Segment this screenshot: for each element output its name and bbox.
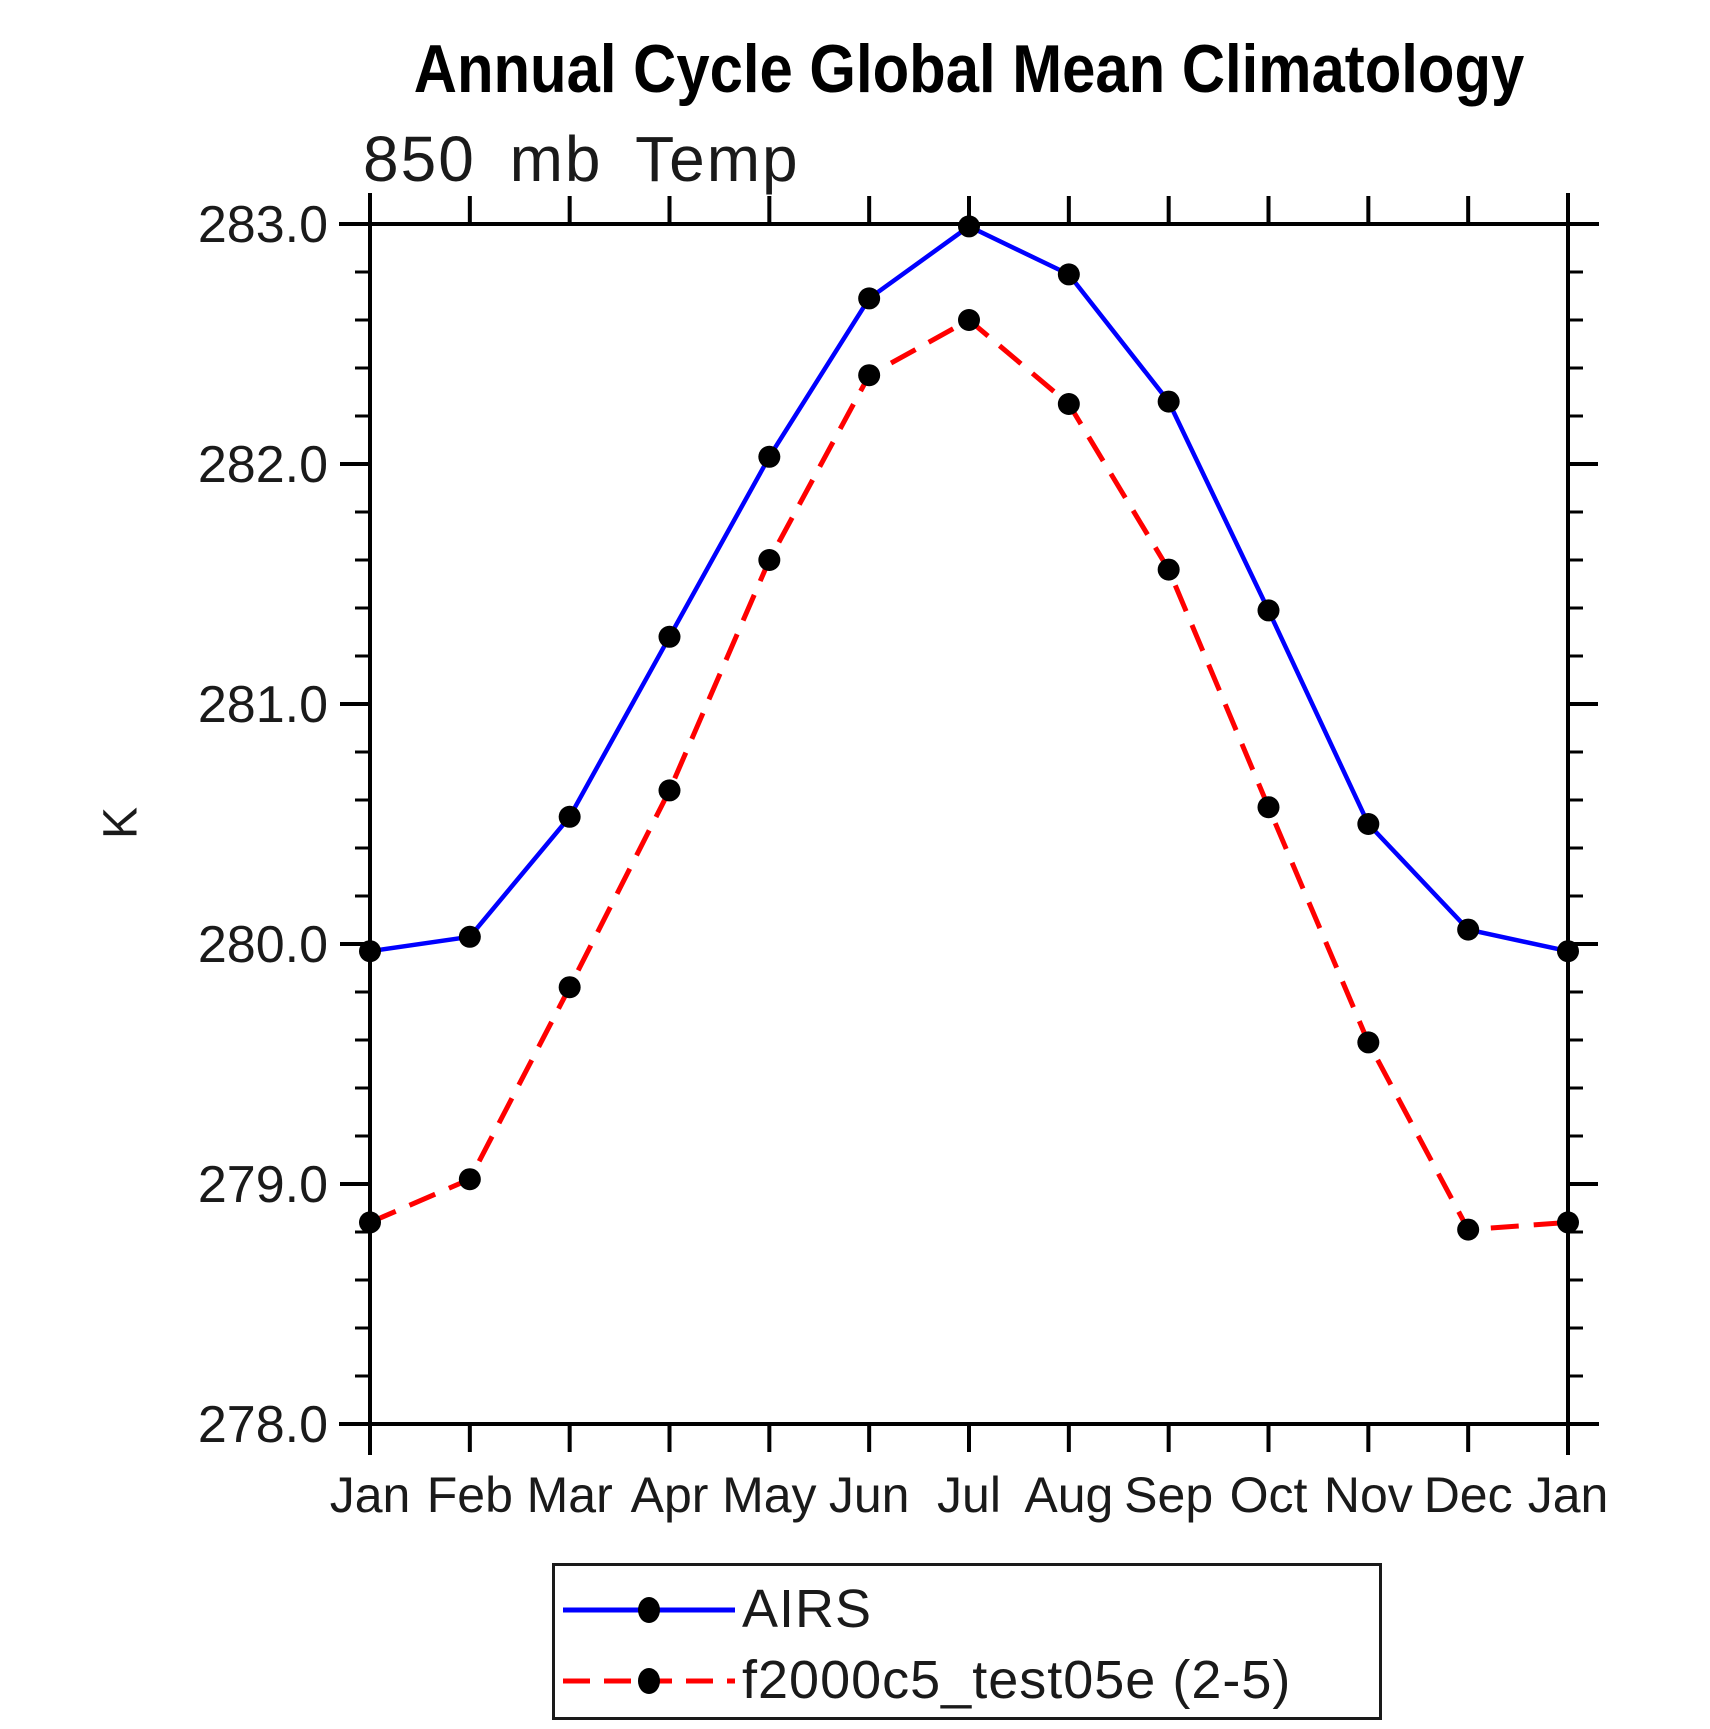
y-tick-label: 281.0 xyxy=(198,676,328,734)
data-point-marker xyxy=(458,925,481,948)
data-point-marker xyxy=(1257,599,1280,622)
x-tick-label: Jan xyxy=(330,1467,411,1523)
data-point-marker xyxy=(1357,813,1380,835)
x-tick-label: May xyxy=(722,1467,816,1523)
data-point-marker xyxy=(1257,796,1280,819)
data-point-marker xyxy=(958,309,980,331)
data-point-marker xyxy=(858,364,881,387)
series-line-f2000c5-test05e-2-5- xyxy=(369,316,1569,1233)
data-point-marker xyxy=(758,549,781,571)
data-point-marker xyxy=(658,779,681,802)
legend-label-airs: AIRS xyxy=(742,1579,873,1639)
x-tick-label: Apr xyxy=(631,1467,709,1523)
chart-title: Annual Cycle Global Mean Climatology xyxy=(413,31,1525,107)
x-tick-label: Jul xyxy=(937,1467,1001,1523)
legend: AIRS f2000c5_test05e (2-5) xyxy=(552,1563,1382,1720)
x-tick-label: Jan xyxy=(1528,1467,1609,1523)
data-point-marker xyxy=(1157,558,1180,581)
x-tick-label: Jun xyxy=(829,1467,910,1523)
x-tick-label: Nov xyxy=(1324,1467,1413,1523)
data-point-marker xyxy=(1557,1211,1579,1234)
x-tick-label: Dec xyxy=(1424,1467,1513,1523)
data-point-marker xyxy=(1457,1218,1480,1241)
x-tick-label: Oct xyxy=(1230,1467,1308,1523)
legend-marker-circle xyxy=(638,1668,660,1694)
series-line-airs xyxy=(369,223,1569,954)
data-point-marker xyxy=(458,1168,481,1191)
x-tick-label: Aug xyxy=(1024,1467,1113,1523)
y-tick-label: 278.0 xyxy=(198,1396,328,1454)
y-tick-label: 282.0 xyxy=(198,436,328,494)
data-point-marker xyxy=(858,287,881,310)
legend-sample-f2000 xyxy=(563,1668,735,1694)
data-point-marker xyxy=(1157,390,1180,413)
x-tick-label: Feb xyxy=(427,1467,513,1523)
data-point-marker xyxy=(958,215,980,238)
y-tick-label: 283.0 xyxy=(198,196,328,254)
data-point-marker xyxy=(558,805,581,828)
y-tick-label: 279.0 xyxy=(198,1156,328,1214)
data-point-marker xyxy=(1557,940,1579,963)
data-point-marker xyxy=(1057,263,1080,286)
legend-marker-circle xyxy=(638,1597,660,1623)
data-point-marker xyxy=(359,940,381,963)
legend-sample-airs xyxy=(563,1597,735,1623)
x-tick-label: Sep xyxy=(1124,1467,1213,1523)
data-point-marker xyxy=(1357,1031,1380,1054)
data-point-marker xyxy=(1057,393,1080,415)
chart-subtitle: 850 mb Temp xyxy=(363,123,800,195)
data-point-marker xyxy=(359,1211,381,1234)
y-tick-label: 280.0 xyxy=(198,916,328,974)
data-point-marker xyxy=(658,625,681,648)
data-point-marker xyxy=(558,976,581,999)
legend-label-f2000: f2000c5_test05e (2-5) xyxy=(742,1650,1292,1710)
x-tick-label: Mar xyxy=(527,1467,613,1523)
data-point-marker xyxy=(1457,918,1480,941)
data-point-marker xyxy=(758,445,781,468)
